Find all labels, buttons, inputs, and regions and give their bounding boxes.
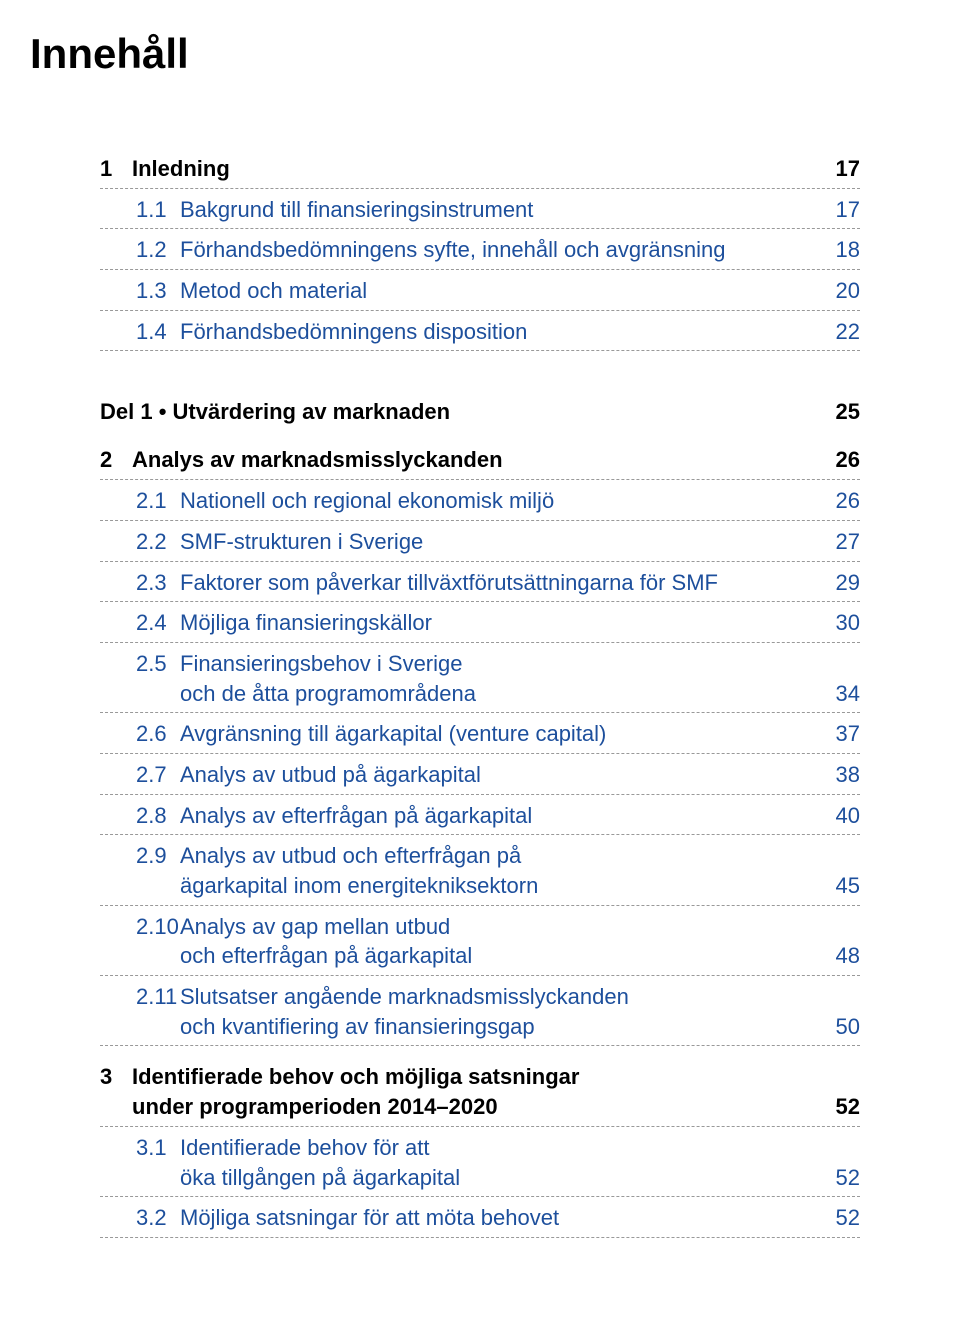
toc-label: Analys av efterfrågan på ägarkapital <box>180 801 828 831</box>
toc-entry-chapter-3[interactable]: 3 Identifierade behov och möjliga satsni… <box>100 1056 860 1126</box>
toc-page: 26 <box>828 486 860 516</box>
toc-number: 3 <box>100 1062 132 1092</box>
toc-number: 2.8 <box>100 801 180 831</box>
toc-number: 2.11 <box>100 982 180 1012</box>
toc-entry-2-9[interactable]: 2.9 Analys av utbud och efterfrågan på ä… <box>100 835 860 905</box>
toc-page: 52 <box>828 1203 860 1233</box>
toc-page: 34 <box>836 679 860 709</box>
toc-number: 2 <box>100 445 132 475</box>
toc-entry-3-2[interactable]: 3.2 Möjliga satsningar för att möta beho… <box>100 1197 860 1238</box>
toc-entry-2-4[interactable]: 2.4 Möjliga finansieringskällor 30 <box>100 602 860 643</box>
toc-number: 3.2 <box>100 1203 180 1233</box>
toc-entry-chapter-1[interactable]: 1 Inledning 17 <box>100 148 860 189</box>
toc-label-line-1: Analys av utbud och efterfrågan på <box>180 841 521 871</box>
toc-page: 38 <box>828 760 860 790</box>
toc-entry-3-1[interactable]: 3.1 Identifierade behov för att öka till… <box>100 1127 860 1197</box>
toc-part-1-heading: Del 1 • Utvärdering av marknaden 25 <box>100 393 860 429</box>
toc-entry-1-1[interactable]: 1.1 Bakgrund till finansieringsinstrumen… <box>100 189 860 230</box>
toc-label: Bakgrund till finansieringsinstrument <box>180 195 828 225</box>
toc-page: 22 <box>828 317 860 347</box>
toc-label-line-2: öka tillgången på ägarkapital <box>180 1163 836 1193</box>
toc-label-line-2: och de åtta programområdena <box>180 679 836 709</box>
toc-page: 45 <box>836 871 860 901</box>
toc-label: Inledning <box>132 154 828 184</box>
toc-number: 2.4 <box>100 608 180 638</box>
toc-page: 17 <box>828 195 860 225</box>
toc-label-line-2: under programperioden 2014–2020 <box>132 1092 836 1122</box>
toc-entry-1-2[interactable]: 1.2 Förhandsbedömningens syfte, innehåll… <box>100 229 860 270</box>
toc-entry-1-4[interactable]: 1.4 Förhandsbedömningens disposition 22 <box>100 311 860 352</box>
toc-page: 20 <box>828 276 860 306</box>
toc-label: Möjliga satsningar för att möta behovet <box>180 1203 828 1233</box>
toc-label: Metod och material <box>180 276 828 306</box>
toc-number: 2.7 <box>100 760 180 790</box>
toc-number: 2.6 <box>100 719 180 749</box>
toc-number: 1.4 <box>100 317 180 347</box>
toc-entry-2-1[interactable]: 2.1 Nationell och regional ekonomisk mil… <box>100 480 860 521</box>
toc-number: 2.2 <box>100 527 180 557</box>
toc-number: 2.5 <box>100 649 180 679</box>
toc-label-line-1: Identifierade behov för att <box>180 1133 430 1163</box>
toc-entry-2-2[interactable]: 2.2 SMF-strukturen i Sverige 27 <box>100 521 860 562</box>
toc-label-line-1: Finansieringsbehov i Sverige <box>180 649 463 679</box>
toc-page: 27 <box>828 527 860 557</box>
toc-entry-2-11[interactable]: 2.11 Slutsatser angående marknadsmisslyc… <box>100 976 860 1046</box>
toc-number: 1.1 <box>100 195 180 225</box>
toc-entry-2-8[interactable]: 2.8 Analys av efterfrågan på ägarkapital… <box>100 795 860 836</box>
toc-label: Förhandsbedömningens syfte, innehåll och… <box>180 235 828 265</box>
toc-label: Nationell och regional ekonomisk miljö <box>180 486 828 516</box>
toc-page: 37 <box>828 719 860 749</box>
toc-number: 1 <box>100 154 132 184</box>
toc-page: 52 <box>836 1163 860 1193</box>
toc-page: 50 <box>836 1012 860 1042</box>
toc-label: Förhandsbedömningens disposition <box>180 317 828 347</box>
toc-entry-2-10[interactable]: 2.10 Analys av gap mellan utbud och efte… <box>100 906 860 976</box>
toc-label: SMF-strukturen i Sverige <box>180 527 828 557</box>
toc-label-line-2: och efterfrågan på ägarkapital <box>180 941 836 971</box>
toc-page: 48 <box>836 941 860 971</box>
toc-part-label: Del 1 • Utvärdering av marknaden <box>100 399 450 425</box>
toc-page: 18 <box>828 235 860 265</box>
toc-page: 29 <box>828 568 860 598</box>
toc-entry-1-3[interactable]: 1.3 Metod och material 20 <box>100 270 860 311</box>
toc-page: 17 <box>828 154 860 184</box>
toc-label-line-2: och kvantifiering av finansieringsgap <box>180 1012 836 1042</box>
toc-label-line-2: ägarkapital inom energitekniksektorn <box>180 871 836 901</box>
toc-entry-chapter-2[interactable]: 2 Analys av marknadsmisslyckanden 26 <box>100 439 860 480</box>
toc-label-line-1: Identifierade behov och möjliga satsning… <box>132 1062 579 1092</box>
toc-label-line-1: Analys av gap mellan utbud <box>180 912 450 942</box>
toc-entry-2-3[interactable]: 2.3 Faktorer som påverkar tillväxtföruts… <box>100 562 860 603</box>
toc-number: 1.3 <box>100 276 180 306</box>
table-of-contents: 1 Inledning 17 1.1 Bakgrund till finansi… <box>100 148 860 1238</box>
toc-label: Faktorer som påverkar tillväxtförutsättn… <box>180 568 828 598</box>
toc-number: 2.1 <box>100 486 180 516</box>
toc-number: 3.1 <box>100 1133 180 1163</box>
toc-label-line-1: Slutsatser angående marknadsmisslyckande… <box>180 982 629 1012</box>
page-title: Innehåll <box>30 30 860 78</box>
toc-entry-2-7[interactable]: 2.7 Analys av utbud på ägarkapital 38 <box>100 754 860 795</box>
toc-page: 52 <box>836 1092 860 1122</box>
toc-page: 25 <box>836 399 860 425</box>
toc-number: 2.3 <box>100 568 180 598</box>
page: Innehåll 1 Inledning 17 1.1 Bakgrund til… <box>0 0 960 1330</box>
toc-page: 30 <box>828 608 860 638</box>
toc-label: Analys av utbud på ägarkapital <box>180 760 828 790</box>
toc-number: 2.10 <box>100 912 180 942</box>
toc-page: 40 <box>828 801 860 831</box>
toc-entry-2-5[interactable]: 2.5 Finansieringsbehov i Sverige och de … <box>100 643 860 713</box>
toc-label: Avgränsning till ägarkapital (venture ca… <box>180 719 828 749</box>
toc-page: 26 <box>828 445 860 475</box>
toc-label: Analys av marknadsmisslyckanden <box>132 445 828 475</box>
toc-entry-2-6[interactable]: 2.6 Avgränsning till ägarkapital (ventur… <box>100 713 860 754</box>
toc-number: 1.2 <box>100 235 180 265</box>
toc-label: Möjliga finansieringskällor <box>180 608 828 638</box>
toc-number: 2.9 <box>100 841 180 871</box>
